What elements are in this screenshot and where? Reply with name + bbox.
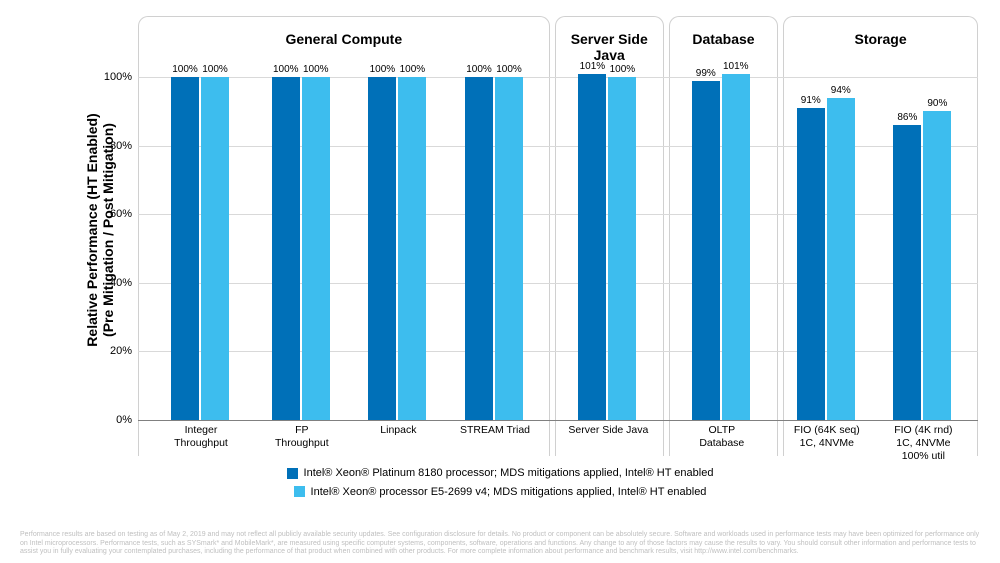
group-title: Server Side Java — [556, 31, 663, 63]
bar-pair: 86%90% — [893, 60, 953, 420]
bar-a: 100% — [465, 77, 493, 420]
y-tick-label: 80% — [98, 140, 132, 152]
bar-pair: 100%100% — [272, 60, 332, 420]
bar-a: 100% — [272, 77, 300, 420]
y-axis-title-line2: (Pre Mitigation / Post Mitigation) — [100, 30, 116, 430]
legend-swatch-a — [287, 468, 298, 479]
bar-pair: 101%100% — [578, 60, 638, 420]
legend-item-b: Intel® Xeon® processor E5-2699 v4; MDS m… — [294, 486, 707, 498]
bar-b: 94% — [827, 98, 855, 420]
bar-pair: 91%94% — [797, 60, 857, 420]
bar-a: 91% — [797, 108, 825, 420]
x-category-label: FPThroughput — [254, 424, 350, 450]
bar-value-label: 101% — [718, 61, 754, 72]
legend-swatch-b — [294, 486, 305, 497]
bar-pair: 100%100% — [465, 60, 525, 420]
group-headers: General Compute Server Side Java Database S… — [138, 10, 978, 60]
bar-a: 86% — [893, 125, 921, 420]
bars-layer: 100%100%100%100%100%100%100%100%101%100%… — [138, 60, 978, 420]
bar-pair: 100%100% — [171, 60, 231, 420]
bar-value-label: 100% — [491, 64, 527, 75]
x-category-label: FIO (64K seq)1C, 4NVMe — [779, 424, 875, 450]
bar-b: 101% — [722, 74, 750, 420]
x-category-label: Linpack — [350, 424, 446, 437]
bar-b: 100% — [608, 77, 636, 420]
x-category-label: FIO (4K rnd)1C, 4NVMe100% util — [875, 424, 971, 463]
bar-pair: 100%100% — [368, 60, 428, 420]
y-tick-label: 0% — [98, 414, 132, 426]
chart-container: Relative Performance (HT Enabled) (Pre M… — [80, 10, 985, 450]
x-category-label: IntegerThroughput — [153, 424, 249, 450]
bar-value-label: 100% — [394, 64, 430, 75]
y-tick-label: 100% — [98, 71, 132, 83]
bar-b: 100% — [302, 77, 330, 420]
legend-label-b: Intel® Xeon® processor E5-2699 v4; MDS m… — [311, 486, 707, 498]
bar-pair: 99%101% — [692, 60, 752, 420]
bar-value-label: 94% — [823, 85, 859, 96]
bar-b: 100% — [495, 77, 523, 420]
bar-b: 100% — [398, 77, 426, 420]
y-tick-label: 40% — [98, 277, 132, 289]
bar-b: 100% — [201, 77, 229, 420]
bar-b: 90% — [923, 111, 951, 420]
group-title: General Compute — [139, 31, 549, 47]
legend-label-a: Intel® Xeon® Platinum 8180 processor; MD… — [304, 467, 714, 479]
bar-value-label: 100% — [604, 64, 640, 75]
y-axis-title: Relative Performance (HT Enabled) (Pre M… — [84, 30, 116, 430]
gridline — [138, 420, 978, 421]
bar-value-label: 86% — [889, 112, 925, 123]
bar-value-label: 100% — [197, 64, 233, 75]
y-tick-label: 60% — [98, 208, 132, 220]
legend: Intel® Xeon® Platinum 8180 processor; MD… — [0, 465, 1000, 502]
bar-a: 100% — [171, 77, 199, 420]
bar-value-label: 100% — [298, 64, 334, 75]
group-title: Database — [670, 31, 777, 47]
x-category-label: OLTPDatabase — [674, 424, 770, 450]
x-category-label: Server Side Java — [560, 424, 656, 437]
legend-item-a: Intel® Xeon® Platinum 8180 processor; MD… — [287, 467, 714, 479]
bar-value-label: 90% — [919, 98, 955, 109]
bar-a: 99% — [692, 81, 720, 420]
footnote-text: Performance results are based on testing… — [20, 531, 980, 557]
group-title: Storage — [784, 31, 977, 47]
bar-a: 100% — [368, 77, 396, 420]
x-category-label: STREAM Triad — [447, 424, 543, 437]
y-tick-label: 20% — [98, 345, 132, 357]
bar-value-label: 91% — [793, 95, 829, 106]
bar-a: 101% — [578, 74, 606, 420]
